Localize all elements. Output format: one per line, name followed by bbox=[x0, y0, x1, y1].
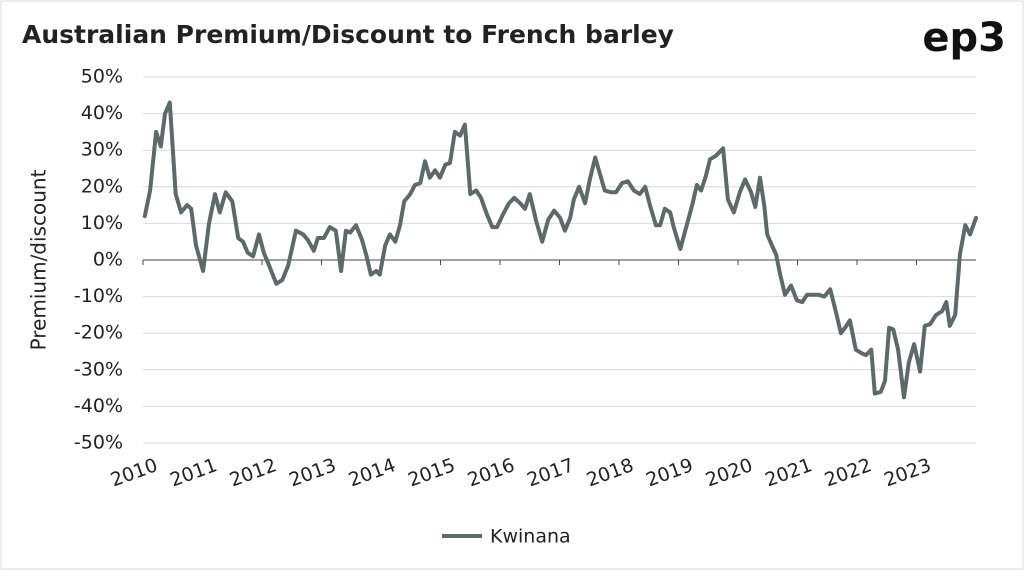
chart-title: Australian Premium/Discount to French ba… bbox=[22, 20, 674, 49]
y-tick-label: -10% bbox=[74, 285, 123, 307]
y-tick-label: 30% bbox=[81, 139, 123, 161]
y-tick-label: -30% bbox=[74, 358, 123, 380]
y-tick-label: -50% bbox=[74, 432, 123, 454]
y-tick-label: -20% bbox=[74, 322, 123, 344]
y-tick-label: 0% bbox=[93, 249, 123, 271]
data-line bbox=[142, 100, 978, 400]
y-tick-label: 50% bbox=[81, 66, 123, 88]
logo: ep3 bbox=[922, 15, 1006, 61]
legend-label: Kwinana bbox=[490, 526, 571, 548]
y-axis-label: Premium/discount bbox=[27, 169, 51, 350]
y-tick-label: -40% bbox=[74, 395, 123, 417]
y-tick-label: 20% bbox=[81, 175, 123, 197]
y-tick-label: 40% bbox=[81, 102, 123, 124]
y-tick-label: 10% bbox=[81, 212, 123, 234]
